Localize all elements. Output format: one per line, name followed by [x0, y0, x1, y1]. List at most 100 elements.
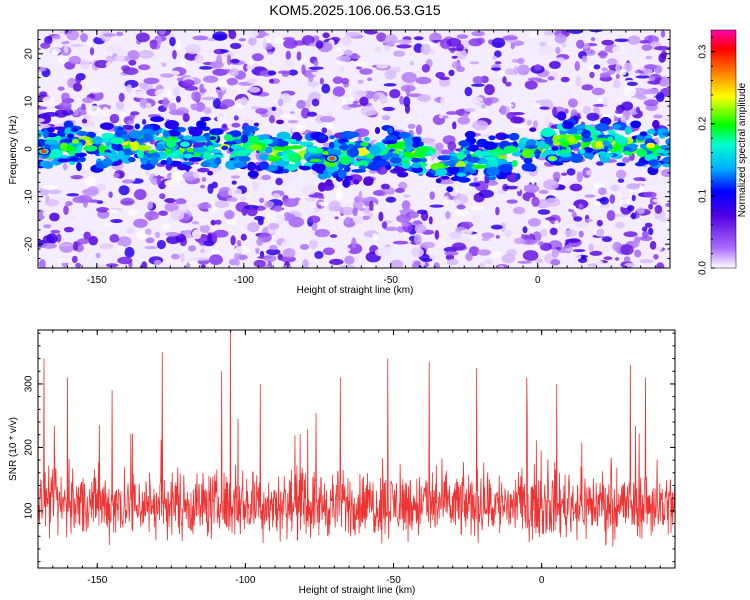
heatmap-cell — [307, 146, 317, 153]
heatmap-cell — [57, 128, 67, 138]
heatmap-hotspot — [181, 142, 188, 147]
heatmap-cell — [264, 200, 275, 208]
heatmap-cell — [44, 36, 53, 45]
heatmap-cell — [495, 206, 500, 216]
heatmap-cell — [483, 259, 494, 265]
heatmap-cell — [200, 116, 212, 122]
heatmap-cell — [278, 70, 292, 74]
heatmap-cell — [188, 157, 202, 162]
heatmap-cell — [576, 171, 583, 183]
heatmap-cell — [200, 264, 206, 268]
heatmap-cell — [172, 49, 177, 60]
heatmap-cell — [38, 118, 45, 123]
heatmap-cell — [139, 98, 148, 109]
heatmap-cell — [508, 132, 520, 141]
heatmap-cell — [460, 229, 473, 235]
heatmap-cell — [586, 112, 600, 122]
heatmap-cell — [411, 247, 424, 258]
heatmap-cell — [442, 196, 449, 208]
heatmap-cell — [663, 150, 670, 157]
heatmap-cell — [236, 254, 248, 260]
heatmap-cell — [231, 180, 237, 185]
heatmap-cell — [332, 86, 346, 97]
heatmap-cell — [230, 175, 241, 179]
heatmap-cell — [601, 236, 613, 243]
heatmap-cell — [531, 103, 542, 109]
heatmap-cell — [511, 160, 518, 167]
heatmap-cell — [639, 258, 654, 264]
heatmap-cell — [238, 156, 251, 162]
heatmap-cell — [218, 91, 223, 100]
heatmap-cell — [369, 200, 374, 211]
heatmap-cell — [304, 197, 319, 202]
heatmap-cell — [352, 207, 358, 217]
heatmap-cell — [346, 243, 363, 255]
heatmap-cell — [551, 146, 559, 151]
heatmap-cell — [440, 105, 455, 112]
heatmap-cell — [50, 229, 61, 234]
heatmap-cell — [446, 166, 460, 174]
heatmap-cell — [559, 152, 572, 158]
heatmap-cell — [534, 64, 542, 71]
heatmap-cell — [292, 131, 301, 140]
heatmap-cell — [177, 163, 188, 171]
heatmap-cell — [89, 47, 95, 56]
heatmap-cell — [170, 171, 186, 182]
heatmap-cell — [262, 38, 267, 49]
heatmap-cell — [589, 250, 603, 256]
heatmap-cell — [45, 195, 50, 203]
spectrogram-y-axis-label: Frequency (Hz) — [8, 116, 19, 185]
heatmap-cell — [301, 35, 315, 46]
heatmap-cell — [635, 162, 646, 167]
heatmap-cell — [166, 235, 181, 245]
heatmap-cell — [456, 172, 467, 177]
heatmap-cell — [42, 154, 48, 159]
heatmap-cell — [468, 147, 478, 152]
heatmap-cell — [248, 144, 262, 151]
heatmap-cell — [494, 50, 502, 58]
heatmap-cell — [359, 96, 369, 106]
heatmap-cell — [81, 118, 88, 124]
heatmap-cell — [622, 86, 637, 97]
heatmap-cell — [156, 174, 162, 186]
heatmap-cell — [387, 127, 393, 135]
heatmap-cell — [639, 235, 653, 242]
heatmap-cell — [311, 221, 318, 232]
heatmap-cell — [661, 168, 670, 178]
heatmap-cell — [536, 79, 548, 83]
heatmap-cell — [541, 127, 555, 138]
heatmap-cell — [569, 153, 584, 163]
heatmap-cell — [109, 113, 120, 124]
heatmap-cell — [301, 107, 310, 119]
heatmap-cell — [405, 86, 411, 97]
heatmap-cell — [155, 231, 160, 238]
heatmap-cell — [230, 58, 240, 64]
heatmap-cell — [471, 232, 478, 242]
heatmap-cell — [561, 172, 568, 176]
heatmap-cell — [357, 79, 364, 84]
heatmap-cell — [66, 145, 76, 152]
heatmap-cell — [456, 34, 469, 39]
heatmap-cell — [191, 91, 202, 102]
heatmap-cell — [472, 120, 489, 131]
heatmap-cell — [280, 113, 294, 119]
heatmap-cell — [517, 57, 525, 65]
heatmap-cell — [640, 143, 647, 149]
heatmap-cell — [652, 198, 665, 203]
heatmap-cell — [599, 203, 610, 208]
heatmap-cell — [619, 68, 627, 76]
heatmap-cell — [384, 69, 397, 80]
heatmap-cell — [447, 258, 459, 266]
heatmap-cell — [490, 78, 505, 84]
heatmap-cell — [228, 188, 243, 197]
heatmap-cell — [596, 161, 604, 166]
heatmap-cell — [601, 39, 614, 46]
heatmap-cell — [170, 245, 184, 250]
heatmap-cell — [144, 228, 152, 235]
heatmap-cell — [591, 185, 596, 197]
heatmap-cell — [595, 242, 612, 254]
heatmap-cell — [117, 150, 125, 160]
heatmap-cell — [456, 66, 465, 73]
heatmap-cell — [183, 153, 193, 159]
heatmap-cell — [636, 148, 647, 158]
